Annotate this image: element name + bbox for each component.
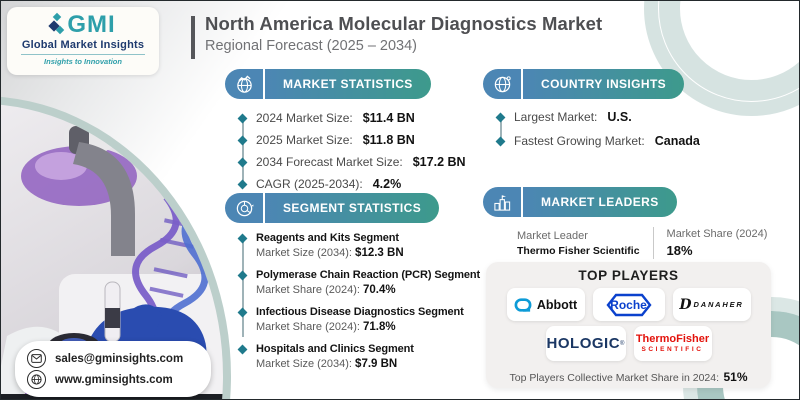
bullet-connector [242, 239, 244, 337]
diamond-bullet [237, 270, 248, 281]
hologic-logo: HOLOGIC ® [545, 326, 626, 361]
logo-divider [21, 54, 145, 55]
diamond-bullet [237, 157, 248, 167]
danaher-logo: D DANAHER [672, 288, 751, 321]
market-leaders-title: MARKET LEADERS [523, 187, 677, 217]
country-insights-title: COUNTRY INSIGHTS [523, 69, 685, 99]
diamond-bullet [237, 113, 248, 123]
website-globe-icon [31, 374, 42, 385]
top-players-title: TOP PLAYERS [578, 268, 679, 283]
globe-chart-icon [236, 74, 252, 93]
segment-item: Polymerase Chain Reaction (PCR) Segment … [237, 268, 480, 298]
market-statistics-list: 2024 Market Size: $11.4 BN 2025 Market S… [237, 107, 466, 195]
market-leaders-panel: Market Leader Thermo Fisher Scientific M… [517, 227, 767, 259]
bullet-connector [500, 116, 502, 142]
stat-row: 2024 Market Size: $11.4 BN [237, 107, 466, 129]
diamond-bullet [237, 307, 248, 318]
gmi-logo-text: GMI [67, 11, 116, 38]
thermofisher-logo: ThermoFisher SCIENTIFIC [633, 326, 712, 361]
stat-row: Fastest Growing Market: Canada [495, 129, 700, 153]
abbott-a-icon [514, 297, 532, 312]
page-subtitle: Regional Forecast (2025 – 2034) [205, 38, 417, 54]
segment-statistics-banner: SEGMENT STATISTICS [225, 193, 440, 223]
abbott-logo: Abbott [506, 288, 585, 321]
roche-hexagon-icon [605, 293, 652, 316]
stat-row: CAGR (2025-2034): 4.2% [237, 173, 466, 195]
company-name: Global Market Insights [21, 39, 145, 51]
diamond-bullet [237, 135, 248, 145]
market-leaders-banner: MARKET LEADERS [483, 187, 677, 217]
diamond-bullet [237, 233, 248, 244]
vertical-divider [652, 227, 654, 259]
danaher-d-icon: D [679, 296, 692, 313]
segment-item: Infectious Disease Diagnostics Segment M… [237, 305, 480, 335]
email-icon [31, 354, 42, 363]
stat-row: Largest Market: U.S. [495, 105, 700, 129]
email-link[interactable]: sales@gminsights.com [27, 348, 199, 369]
market-share-label: Market Share (2024) [666, 228, 768, 240]
stat-row: 2025 Market Size: $11.8 BN [237, 129, 466, 151]
website-link[interactable]: www.gminsights.com [27, 369, 199, 390]
page-title: North America Molecular Diagnostics Mark… [205, 13, 603, 34]
diamond-bullet [495, 136, 506, 146]
company-tagline: Insights to Innovation [44, 57, 122, 66]
segment-item: Reagents and Kits Segment Market Size (2… [237, 231, 480, 261]
gmi-logo-card: GMI Global Market Insights Insights to I… [7, 7, 159, 75]
market-statistics-title: MARKET STATISTICS [265, 69, 431, 99]
top-players-footer: Top Players Collective Market Share in 2… [509, 370, 748, 384]
country-insights-banner: COUNTRY INSIGHTS [483, 69, 685, 99]
globe-icon [494, 75, 511, 92]
diamond-bullet [495, 112, 506, 122]
pie-chart-icon [236, 200, 254, 216]
segment-statistics-title: SEGMENT STATISTICS [265, 193, 440, 223]
segment-statistics-list: Reagents and Kits Segment Market Size (2… [237, 231, 480, 379]
diamond-bullet [237, 344, 248, 355]
top-players-card: TOP PLAYERS Abbott Roche D DANAHER [486, 262, 771, 388]
roche-logo: Roche [592, 288, 665, 321]
contact-panel: sales@gminsights.com www.gminsights.com [15, 341, 211, 397]
segment-item: Hospitals and Clinics Segment Market Siz… [237, 342, 480, 372]
market-leader-name: Thermo Fisher Scientific [517, 244, 640, 257]
market-statistics-banner: MARKET STATISTICS [225, 69, 431, 99]
diamond-bullet [237, 179, 248, 189]
bullet-connector [242, 117, 244, 183]
country-insights-list: Largest Market: U.S. Fastest Growing Mar… [495, 105, 700, 153]
title-accent-bar [191, 16, 195, 59]
podium-icon [493, 194, 510, 211]
stat-row: 2034 Forecast Market Size: $17.2 BN [237, 151, 466, 173]
gmi-diamonds-icon [48, 12, 65, 36]
market-share-value: 18% [666, 243, 693, 258]
market-leader-label: Market Leader [517, 229, 588, 242]
